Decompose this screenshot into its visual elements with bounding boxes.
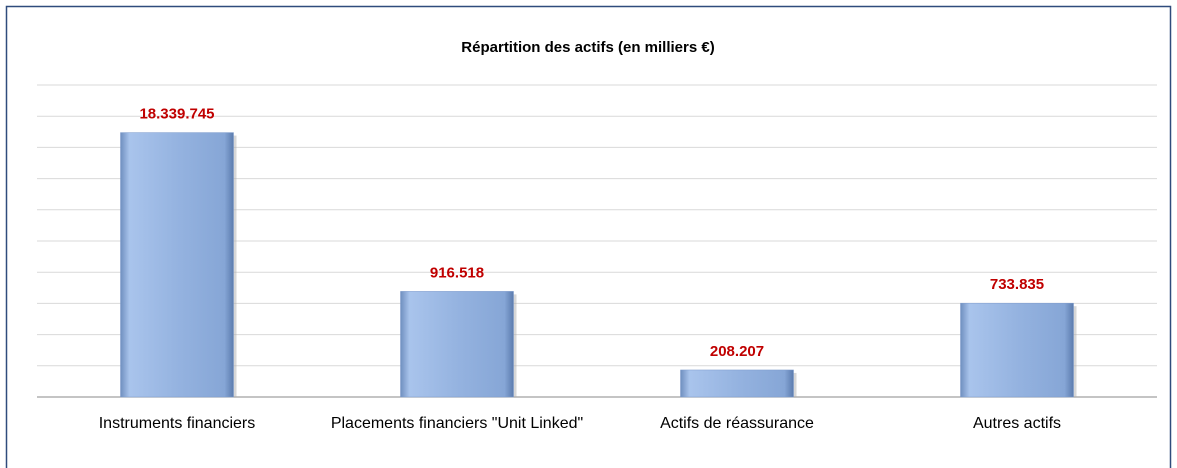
x-tick-label: Placements financiers "Unit Linked" (330, 415, 584, 432)
value-label: 208.207 (710, 343, 764, 360)
chart-title: Répartition des actifs (en milliers €) (461, 39, 714, 56)
x-tick-label: Instruments financiers (98, 415, 256, 432)
bar (400, 291, 514, 398)
bar (960, 302, 1074, 398)
x-tick-label: Autres actifs (972, 415, 1062, 432)
value-label: 18.339.745 (139, 106, 214, 123)
bar (680, 369, 794, 398)
bar (120, 132, 234, 398)
value-label: 916.518 (430, 264, 484, 281)
value-label: 733.835 (990, 276, 1044, 293)
x-tick-label: Actifs de réassurance (660, 415, 814, 432)
